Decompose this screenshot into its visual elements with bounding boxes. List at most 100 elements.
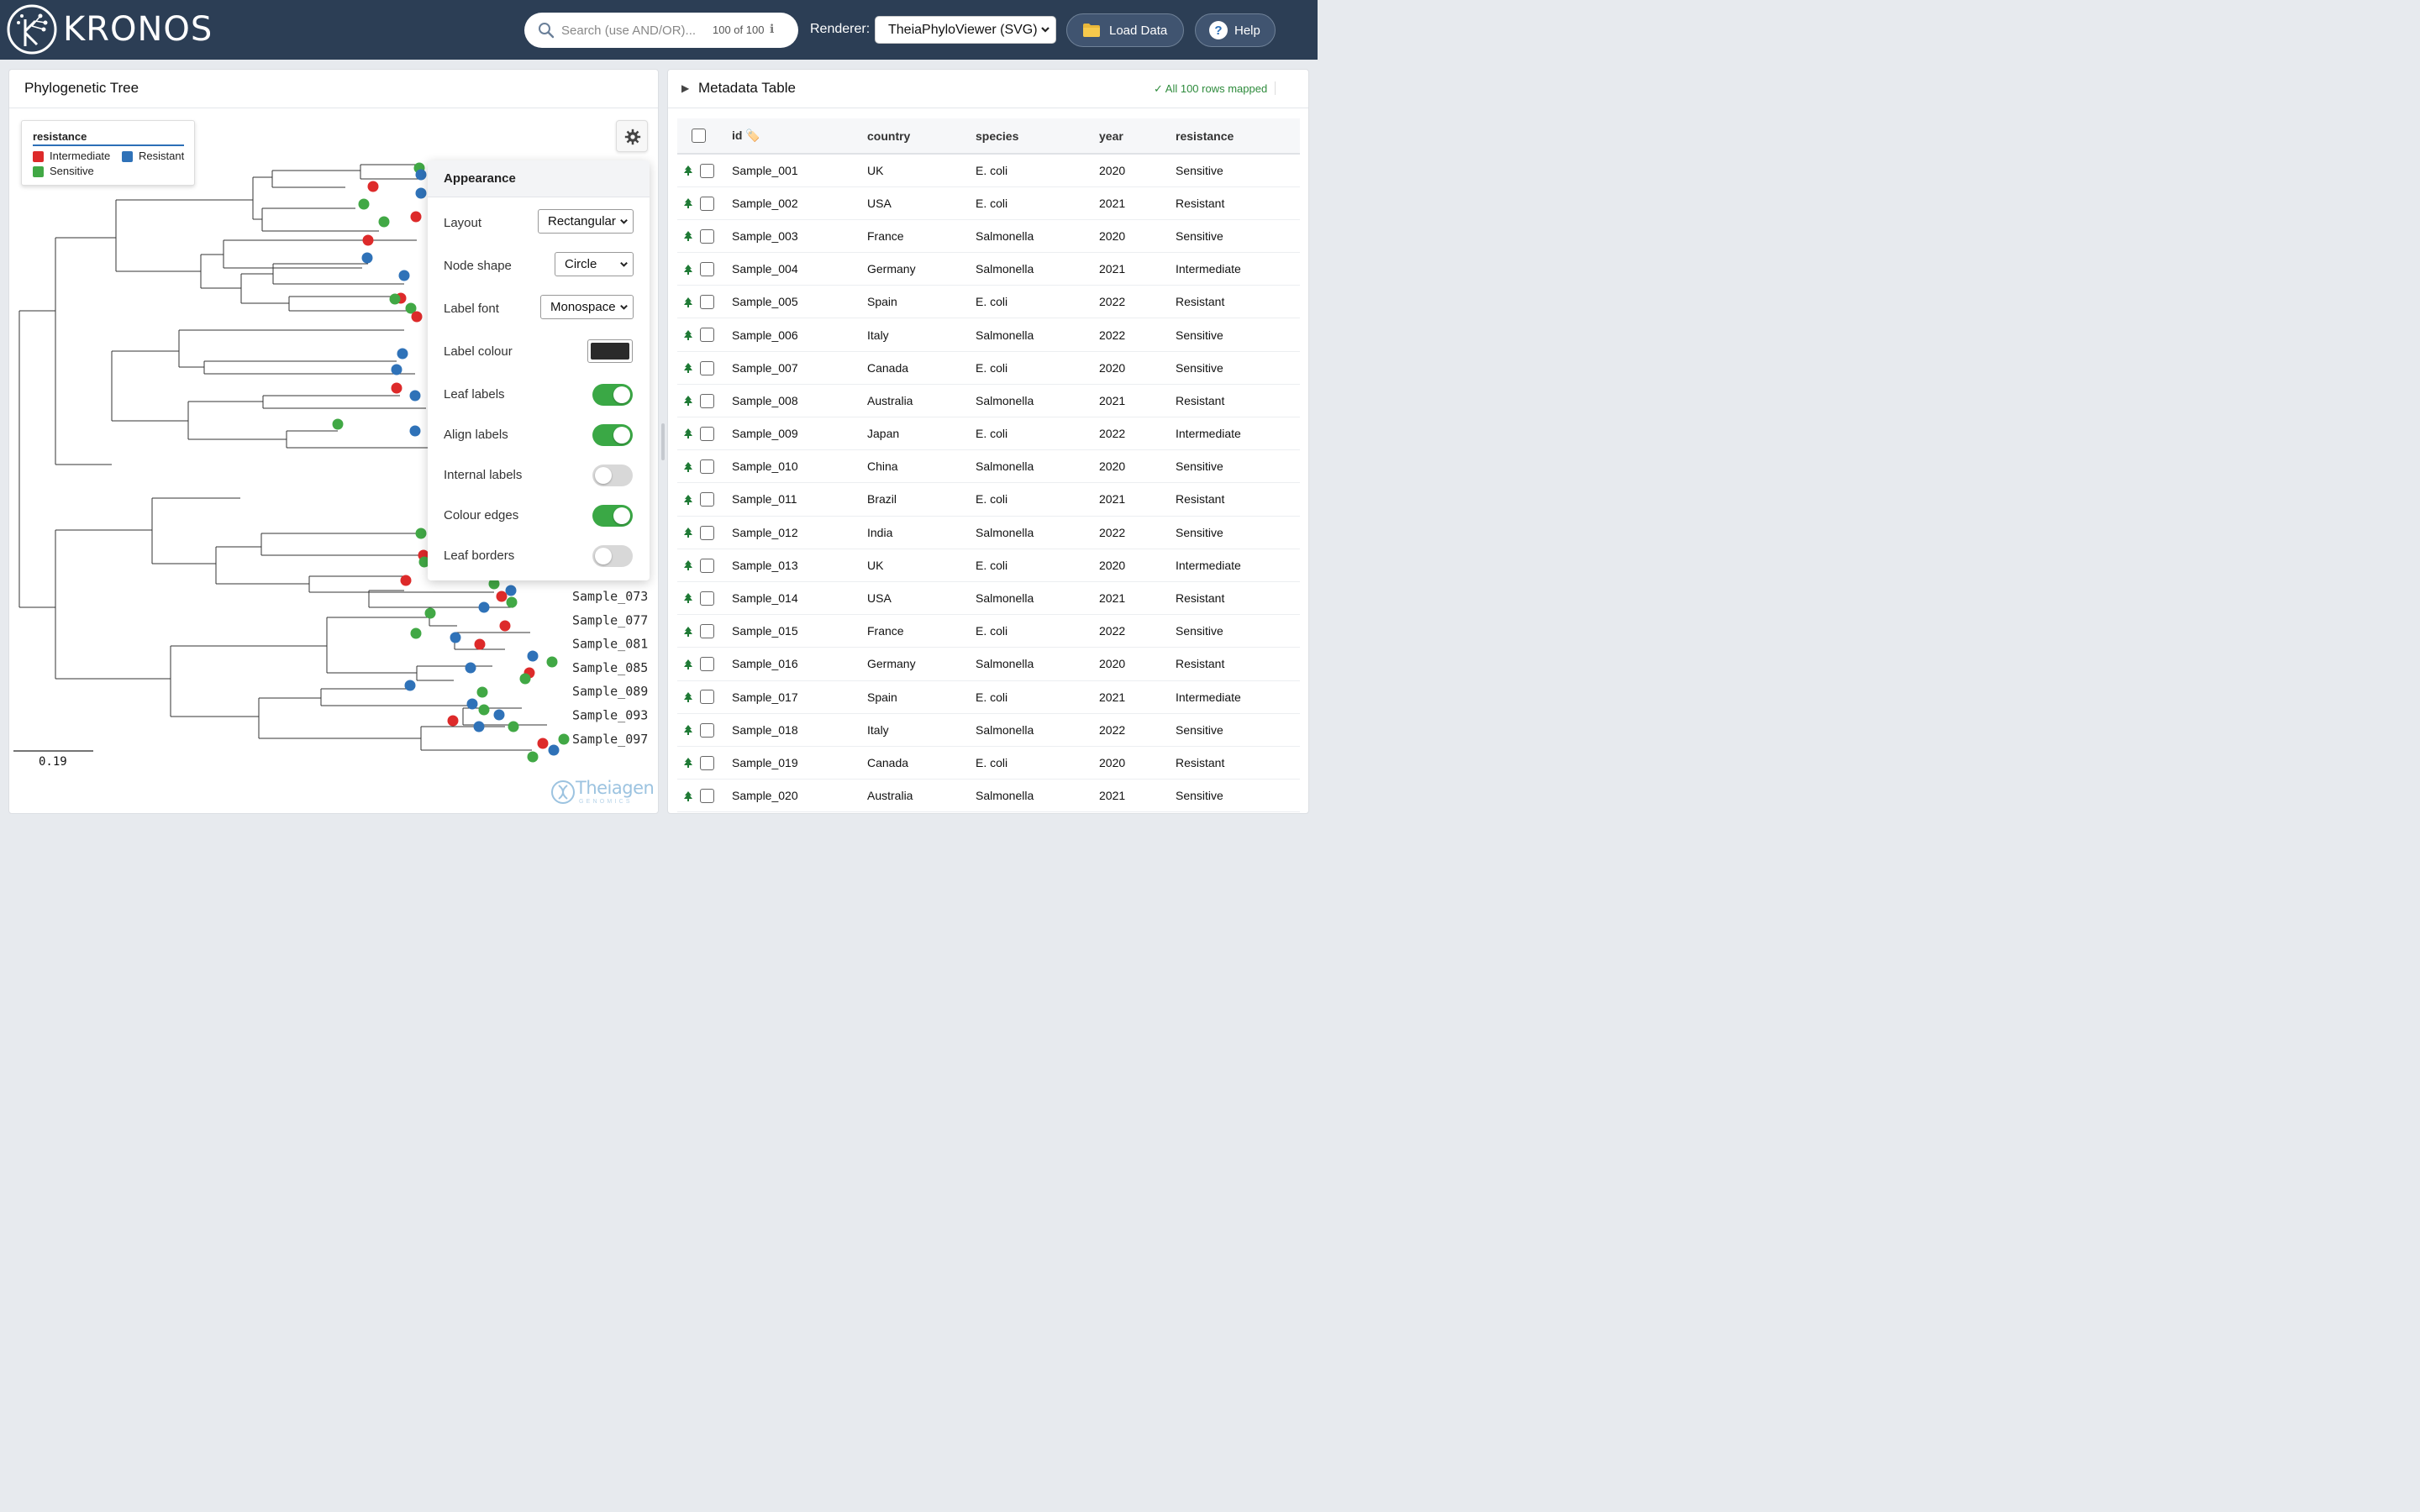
tree-leaf-label[interactable]: Sample_093 (572, 708, 648, 723)
tree-leaf-node[interactable] (400, 575, 412, 586)
select-all-checkbox[interactable] (692, 129, 706, 144)
column-header-year[interactable]: year (1099, 118, 1176, 155)
table-row[interactable]: Sample_001 UK E. coli 2020 Sensitive (677, 154, 1300, 187)
column-header-species[interactable]: species (976, 118, 1099, 155)
table-row[interactable]: Sample_006 Italy Salmonella 2022 Sensitive (677, 318, 1300, 352)
tree-leaf-node[interactable] (506, 596, 518, 608)
tree-leaf-node[interactable] (415, 187, 427, 199)
tree-leaf-node[interactable] (358, 198, 370, 210)
toggle-switch[interactable] (592, 465, 633, 486)
row-checkbox[interactable] (700, 558, 714, 573)
tree-leaf-node[interactable] (473, 721, 485, 732)
row-checkbox[interactable] (700, 426, 714, 441)
tree-leaf-node[interactable] (527, 751, 539, 763)
row-checkbox[interactable] (700, 360, 714, 375)
row-checkbox[interactable] (700, 690, 714, 705)
column-header-country[interactable]: country (867, 118, 976, 155)
tree-leaf-label[interactable]: Sample_085 (572, 660, 648, 675)
tree-leaf-node[interactable] (488, 578, 500, 590)
table-row[interactable]: Sample_009 Japan E. coli 2022 Intermediate (677, 417, 1300, 451)
label-font-select[interactable]: Monospace (540, 295, 634, 319)
node-shape-select[interactable]: Circle (555, 252, 634, 276)
renderer-select[interactable]: TheiaPhyloViewer (SVG) (875, 16, 1056, 44)
tree-leaf-node[interactable] (378, 216, 390, 228)
info-icon[interactable]: ℹ (770, 23, 775, 36)
tree-leaf-node[interactable] (548, 744, 560, 756)
tree-leaf-node[interactable] (465, 662, 476, 674)
row-checkbox[interactable] (700, 228, 714, 244)
row-checkbox[interactable] (700, 196, 714, 211)
table-row[interactable]: Sample_013 UK E. coli 2020 Intermediate (677, 549, 1300, 582)
tree-leaf-label[interactable]: Sample_073 (572, 589, 648, 604)
table-row[interactable]: Sample_015 France E. coli 2022 Sensitive (677, 614, 1300, 648)
search-input[interactable] (561, 19, 704, 41)
toggle-switch[interactable] (592, 505, 633, 527)
tree-leaf-node[interactable] (424, 607, 436, 619)
tree-leaf-node[interactable] (415, 528, 427, 539)
tree-leaf-node[interactable] (389, 293, 401, 305)
column-header-id[interactable]: id 🏷️ (732, 118, 867, 155)
tree-leaf-node[interactable] (410, 211, 422, 223)
table-row[interactable]: Sample_020 Australia Salmonella 2021 Sensiti… (677, 779, 1300, 813)
tree-leaf-node[interactable] (398, 270, 410, 281)
tree-leaf-node[interactable] (411, 311, 423, 323)
load-data-button[interactable]: Load Data (1066, 13, 1184, 47)
tree-leaf-node[interactable] (558, 733, 570, 745)
tree-leaf-label[interactable]: Sample_077 (572, 612, 648, 627)
tree-leaf-node[interactable] (450, 632, 461, 643)
table-row[interactable]: Sample_010 China Salmonella 2020 Sensitive (677, 449, 1300, 484)
phylogenetic-tree[interactable]: Sample_073 Sample_077 Sample_081 Sample_085… (9, 70, 658, 813)
row-checkbox[interactable] (700, 591, 714, 606)
row-checkbox[interactable] (700, 789, 714, 804)
legend-item-sensitive[interactable]: Sensitive (33, 165, 94, 178)
tree-leaf-node[interactable] (409, 390, 421, 402)
collapse-toggle-icon[interactable]: ▶ (681, 82, 690, 94)
tree-leaf-node[interactable] (499, 620, 511, 632)
help-button[interactable]: ? Help (1195, 13, 1276, 47)
tree-leaf-node[interactable] (418, 556, 430, 568)
row-checkbox[interactable] (700, 722, 714, 738)
tree-leaf-node[interactable] (405, 302, 417, 314)
tree-leaf-node[interactable] (474, 638, 486, 650)
tree-leaf-node[interactable] (410, 627, 422, 639)
tree-leaf-node[interactable] (332, 418, 344, 430)
row-checkbox[interactable] (700, 755, 714, 770)
legend-item-intermediate[interactable]: Intermediate (33, 150, 110, 163)
row-checkbox[interactable] (700, 163, 714, 178)
table-row[interactable]: Sample_011 Brazil E. coli 2021 Resistant (677, 482, 1300, 517)
tree-leaf-node[interactable] (537, 738, 549, 749)
tree-leaf-node[interactable] (397, 348, 408, 360)
panel-resize-handle[interactable] (661, 423, 665, 460)
table-row[interactable]: Sample_007 Canada E. coli 2020 Sensitive (677, 351, 1300, 385)
row-checkbox[interactable] (700, 459, 714, 475)
tree-leaf-node[interactable] (478, 601, 490, 613)
legend-item-resistant[interactable]: Resistant (122, 150, 184, 163)
table-row[interactable]: Sample_017 Spain E. coli 2021 Intermediate (677, 680, 1300, 714)
tree-leaf-node[interactable] (367, 181, 379, 192)
table-row[interactable]: Sample_014 USA Salmonella 2021 Resistant (677, 581, 1300, 616)
tree-leaf-node[interactable] (527, 650, 539, 662)
tree-leaf-node[interactable] (361, 252, 373, 264)
tree-leaf-node[interactable] (415, 169, 427, 181)
row-checkbox[interactable] (700, 525, 714, 540)
row-checkbox[interactable] (700, 295, 714, 310)
tree-settings-button[interactable] (616, 120, 648, 152)
column-header-resistance[interactable]: resistance (1176, 118, 1300, 155)
label-colour-picker[interactable] (587, 339, 633, 363)
table-row[interactable]: Sample_019 Canada E. coli 2020 Resistant (677, 746, 1300, 780)
tree-leaf-node[interactable] (362, 234, 374, 246)
toggle-switch[interactable] (592, 424, 633, 446)
table-row[interactable]: Sample_018 Italy Salmonella 2022 Sensitive (677, 713, 1300, 747)
tree-leaf-node[interactable] (466, 698, 478, 710)
row-checkbox[interactable] (700, 262, 714, 277)
layout-select[interactable]: Rectangular (538, 209, 634, 234)
tree-leaf-node[interactable] (505, 585, 517, 596)
tree-leaf-label[interactable]: Sample_081 (572, 637, 648, 652)
tree-leaf-node[interactable] (409, 425, 421, 437)
tree-leaf-label[interactable]: Sample_089 (572, 684, 648, 699)
table-row[interactable]: Sample_005 Spain E. coli 2022 Resistant (677, 285, 1300, 319)
table-row[interactable]: Sample_012 India Salmonella 2022 Sensitive (677, 516, 1300, 549)
table-row[interactable]: Sample_008 Australia Salmonella 2021 Resista… (677, 384, 1300, 418)
tree-leaf-node[interactable] (391, 382, 402, 394)
tree-leaf-node[interactable] (496, 591, 508, 602)
